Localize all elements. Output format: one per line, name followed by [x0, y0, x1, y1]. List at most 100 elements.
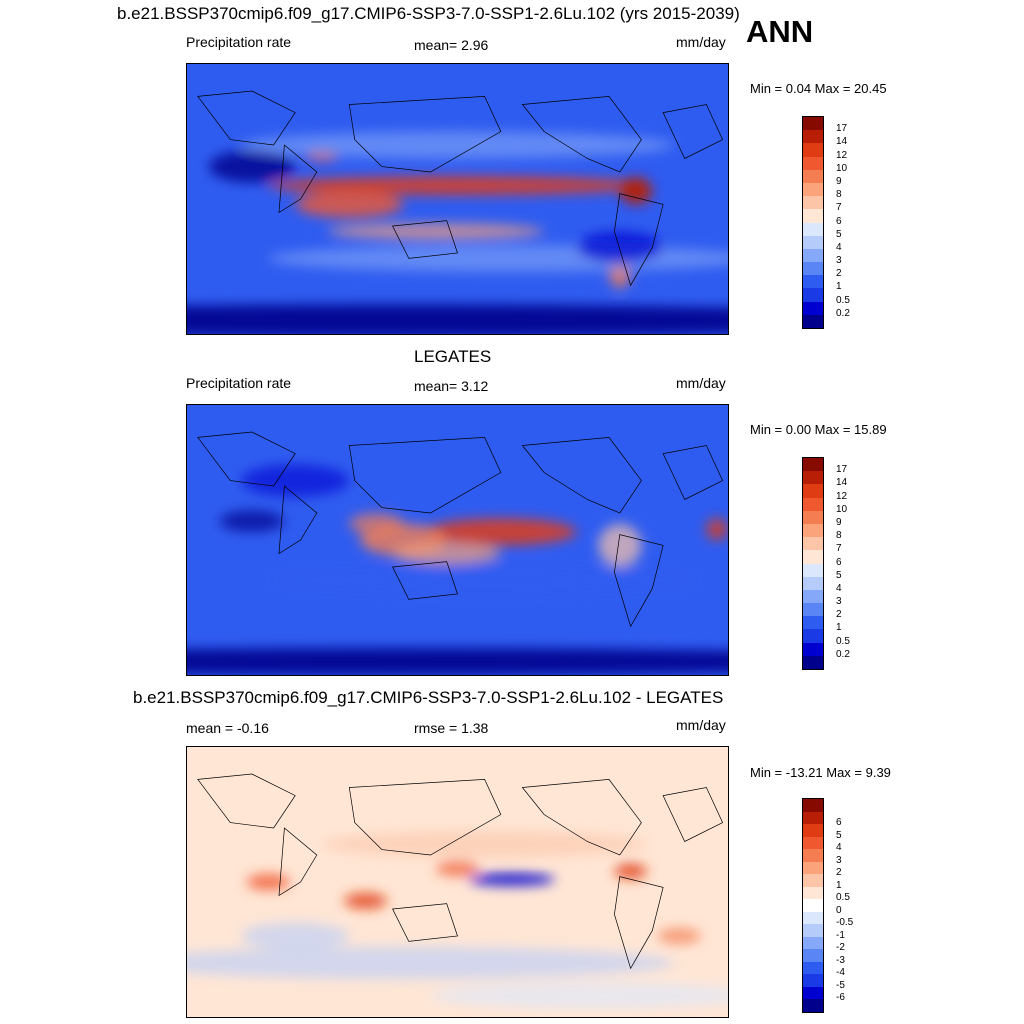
colorbar-tick-label: -2 — [836, 942, 845, 954]
colorbar-segment — [803, 483, 823, 498]
field-blob — [187, 304, 728, 334]
colorbar-segment — [803, 235, 823, 249]
map-field — [187, 747, 728, 1017]
colorbar-tick-label: 12 — [836, 490, 848, 502]
colorbar-segment — [803, 873, 823, 887]
panel-2-units-label: mm/day — [676, 375, 726, 391]
colorbar-segment — [803, 602, 823, 617]
panel-2-variable-label: Precipitation rate — [186, 375, 292, 391]
colorbar-segment — [803, 642, 823, 656]
colorbar-tick-label: -5 — [836, 979, 845, 991]
panel-3-map — [186, 746, 729, 1018]
field-blob — [619, 177, 653, 205]
colorbar-segment — [803, 861, 823, 875]
field-blob — [614, 863, 647, 880]
coastline — [392, 903, 458, 942]
panel-2-colorbar — [802, 457, 824, 670]
colorbar-tick-label: 6 — [836, 215, 842, 227]
colorbar-tick-label: 7 — [836, 543, 842, 555]
colorbar-segment — [803, 129, 823, 144]
colorbar-tick-label: 4 — [836, 241, 842, 253]
colorbar-segment — [803, 898, 823, 912]
colorbar-segment — [803, 911, 823, 925]
colorbar-tick-label: 8 — [836, 189, 842, 201]
panel-1-minmax: Min = 0.04 Max = 20.45 — [750, 81, 887, 96]
colorbar-tick-label: 9 — [836, 175, 842, 187]
field-blob — [327, 223, 545, 240]
colorbar-tick-label: -6 — [836, 992, 845, 1004]
colorbar-tick-label: 0.5 — [836, 892, 850, 904]
colorbar-segment — [803, 156, 823, 170]
field-blob — [187, 946, 674, 980]
coastline — [614, 193, 664, 287]
panel-1-mean-label: mean= 2.96 — [414, 37, 489, 53]
colorbar-tick-label: 5 — [836, 228, 842, 240]
season-label: ANN — [746, 14, 814, 49]
colorbar-tick-label: 2 — [836, 609, 842, 621]
field-blob — [598, 523, 642, 567]
colorbar-tick-label: -4 — [836, 967, 845, 979]
colorbar-tick-label: 2 — [836, 867, 842, 879]
coastline — [521, 437, 642, 514]
coastline — [348, 96, 502, 173]
field-blob — [657, 927, 701, 945]
field-blob — [268, 564, 701, 597]
panel-1-map — [186, 63, 729, 335]
panel-2-title: LEGATES — [414, 347, 492, 366]
colorbar-segment — [803, 195, 823, 210]
colorbar-segment — [803, 655, 823, 669]
coastline — [392, 220, 458, 259]
colorbar-tick-label: 14 — [836, 477, 848, 489]
colorbar-segment — [803, 936, 823, 950]
colorbar-segment — [803, 576, 823, 590]
colorbar-segment — [803, 457, 823, 472]
colorbar-segment — [803, 615, 823, 630]
field-blob — [430, 981, 728, 1009]
field-blob — [241, 131, 674, 159]
field-blob — [187, 648, 728, 675]
panel-1-units-label: mm/day — [676, 34, 726, 50]
colorbar-segment — [803, 549, 823, 564]
colorbar-segment — [803, 563, 823, 577]
panel-3-minmax: Min = -13.21 Max = 9.39 — [750, 765, 891, 780]
field-blob — [435, 860, 480, 877]
coastline — [614, 534, 664, 628]
colorbar-segment — [803, 208, 823, 223]
colorbar-tick-label: 12 — [836, 149, 848, 161]
colorbar-segment — [803, 536, 823, 551]
colorbar-segment — [803, 923, 823, 937]
colorbar-segment — [803, 261, 823, 276]
colorbar-segment — [803, 301, 823, 315]
colorbar-tick-label: -0.5 — [836, 917, 854, 929]
coastline — [614, 876, 664, 970]
field-blob — [322, 830, 647, 858]
colorbar-tick-label: 10 — [836, 503, 848, 515]
field-blob — [295, 190, 404, 218]
colorbar-segment — [803, 248, 823, 263]
colorbar-segment — [803, 497, 823, 511]
panel-3-title: b.e21.BSSP370cmip6.f09_g17.CMIP6-SSP3-7.… — [133, 688, 724, 707]
colorbar-segment — [803, 886, 823, 900]
colorbar-tick-label: 6 — [836, 817, 842, 829]
field-blob — [241, 464, 350, 497]
colorbar-tick-label: 2 — [836, 268, 842, 280]
colorbar-segment — [803, 836, 823, 850]
field-blob — [268, 176, 647, 195]
colorbar-tick-label: 7 — [836, 202, 842, 214]
colorbar-tick-label: 3 — [836, 255, 842, 267]
colorbar-tick-label: 0.2 — [836, 648, 850, 660]
coastline — [662, 104, 724, 159]
colorbar-segment — [803, 470, 823, 485]
colorbar-segment — [803, 222, 823, 236]
colorbar-segment — [803, 287, 823, 302]
field-blob — [343, 892, 388, 909]
field-blob — [219, 510, 285, 532]
colorbar-tick-label: 3 — [836, 854, 842, 866]
field-blob — [246, 873, 290, 891]
colorbar-segment — [803, 986, 823, 1000]
colorbar-tick-label: 0.2 — [836, 307, 850, 319]
field-blob — [349, 513, 404, 535]
colorbar-segment — [803, 948, 823, 962]
colorbar-tick-label: 17 — [836, 464, 848, 476]
field-blob — [241, 922, 350, 950]
